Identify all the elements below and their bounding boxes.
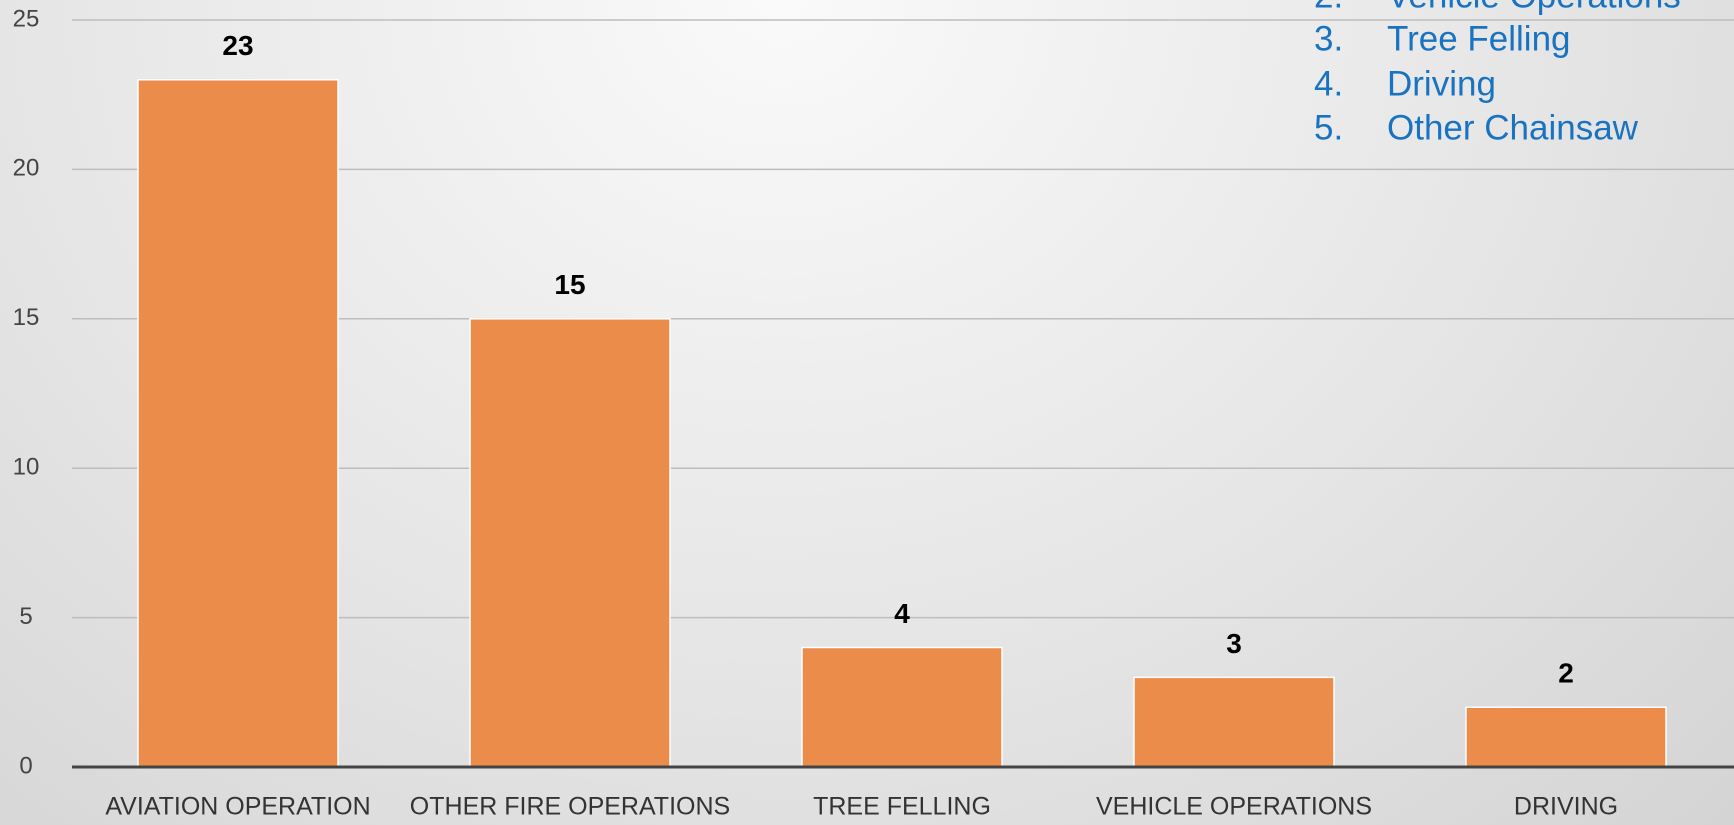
data-label: 23 [222, 30, 253, 61]
list-number: 4. [1314, 64, 1343, 103]
y-tick-label: 20 [13, 155, 40, 182]
list-number: 5. [1314, 108, 1343, 147]
list-text: Vehicle Operations [1387, 0, 1681, 15]
x-tick-label: AVIATION OPERATION [105, 793, 370, 821]
x-tick-label: VEHICLE OPERATIONS [1096, 793, 1372, 821]
x-tick-label: OTHER FIRE OPERATIONS [410, 793, 730, 821]
y-tick-label: 25 [13, 5, 40, 32]
list-text: Other Chainsaw [1387, 108, 1639, 147]
y-tick-label: 5 [19, 603, 32, 630]
bar [137, 79, 339, 768]
list-text: Tree Felling [1387, 19, 1571, 58]
data-label: 2 [1558, 658, 1574, 689]
list-text: Driving [1387, 64, 1496, 103]
y-tick-label: 0 [19, 752, 32, 779]
x-tick-label: DRIVING [1514, 793, 1618, 821]
bar [801, 646, 1003, 768]
bar [469, 318, 671, 768]
list-number: 3. [1314, 19, 1343, 58]
bar [1133, 676, 1335, 768]
list-number: 2. [1314, 0, 1343, 15]
x-tick-label: TREE FELLING [813, 793, 991, 821]
data-label: 3 [1226, 628, 1242, 659]
data-label: 15 [554, 269, 585, 300]
y-tick-label: 15 [13, 304, 40, 331]
bar [1465, 706, 1667, 768]
data-label: 4 [894, 598, 910, 629]
y-tick-label: 10 [13, 454, 40, 481]
